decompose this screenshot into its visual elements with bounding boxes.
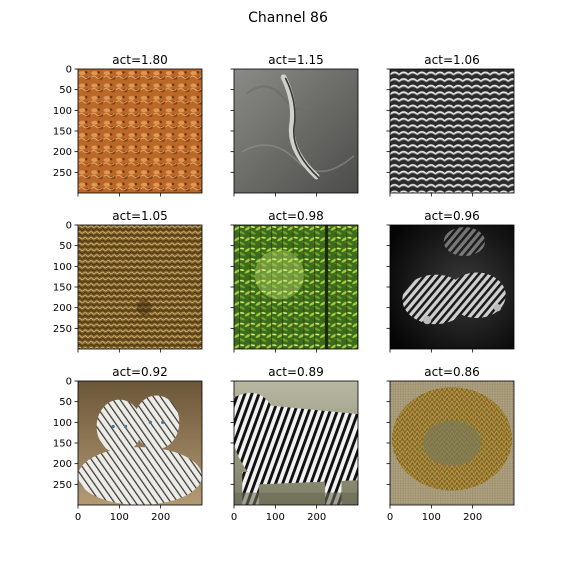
x-tick-label: 0 xyxy=(75,512,81,523)
panel-7: act=0.92 0 50 100 150 200 250 0 100 200 xyxy=(53,365,202,523)
panel-8: act=0.89 0 100 200 xyxy=(231,365,359,523)
y-tick-label: 200 xyxy=(53,147,72,158)
y-tick-label: 50 xyxy=(59,397,72,408)
y-tick-label: 150 xyxy=(53,283,72,294)
panel-title: act=0.86 xyxy=(424,365,479,379)
x-tick-label: 0 xyxy=(231,512,237,523)
y-tick-label: 250 xyxy=(53,168,72,179)
panel-9: act=0.86 0 100 200 xyxy=(387,365,515,523)
panel-image xyxy=(234,381,358,505)
y-tick-label: 100 xyxy=(53,262,72,273)
panel-image xyxy=(234,225,358,349)
panel-3: act=1.06 xyxy=(387,53,515,197)
figure-title: Channel 86 xyxy=(248,10,328,26)
panel-1: act=1.80 0 50 100 150 200 250 xyxy=(53,53,202,197)
y-tick-label: 50 xyxy=(59,85,72,96)
panel-title: act=0.96 xyxy=(424,209,479,223)
panel-title: act=1.80 xyxy=(112,53,167,67)
y-tick-label: 50 xyxy=(59,241,72,252)
panel-image xyxy=(234,69,358,193)
y-tick-label: 100 xyxy=(53,418,72,429)
y-tick-label: 0 xyxy=(66,65,72,76)
panel-4: act=1.05 0 50 100 150 200 250 xyxy=(53,209,202,353)
panel-6: act=0.96 xyxy=(387,209,515,353)
panel-image xyxy=(390,69,514,193)
y-tick-label: 150 xyxy=(53,127,72,138)
y-tick-label: 250 xyxy=(53,324,72,335)
y-tick-label: 200 xyxy=(53,303,72,314)
x-tick-label: 200 xyxy=(463,512,482,523)
x-tick-label: 200 xyxy=(151,512,170,523)
x-tick-label: 200 xyxy=(307,512,326,523)
panel-image xyxy=(390,381,514,505)
y-tick-label: 200 xyxy=(53,459,72,470)
y-tick-label: 0 xyxy=(66,221,72,232)
x-tick-label: 100 xyxy=(422,512,441,523)
panel-title: act=1.05 xyxy=(112,209,167,223)
panel-image xyxy=(78,69,202,193)
x-tick-label: 100 xyxy=(266,512,285,523)
panel-5: act=0.98 xyxy=(231,209,359,353)
y-tick-label: 0 xyxy=(66,377,72,388)
y-tick-label: 250 xyxy=(53,480,72,491)
panel-title: act=1.06 xyxy=(424,53,479,67)
panel-2: act=1.15 xyxy=(231,53,359,197)
x-tick-label: 0 xyxy=(387,512,393,523)
panel-title: act=0.98 xyxy=(268,209,323,223)
y-tick-label: 150 xyxy=(53,439,72,450)
panel-title: act=0.89 xyxy=(268,365,323,379)
panel-image xyxy=(78,381,202,505)
panel-title: act=0.92 xyxy=(112,365,167,379)
panel-image xyxy=(78,225,202,349)
panel-title: act=1.15 xyxy=(268,53,323,67)
panel-image xyxy=(390,225,514,349)
y-tick-label: 100 xyxy=(53,106,72,117)
x-tick-label: 100 xyxy=(110,512,129,523)
